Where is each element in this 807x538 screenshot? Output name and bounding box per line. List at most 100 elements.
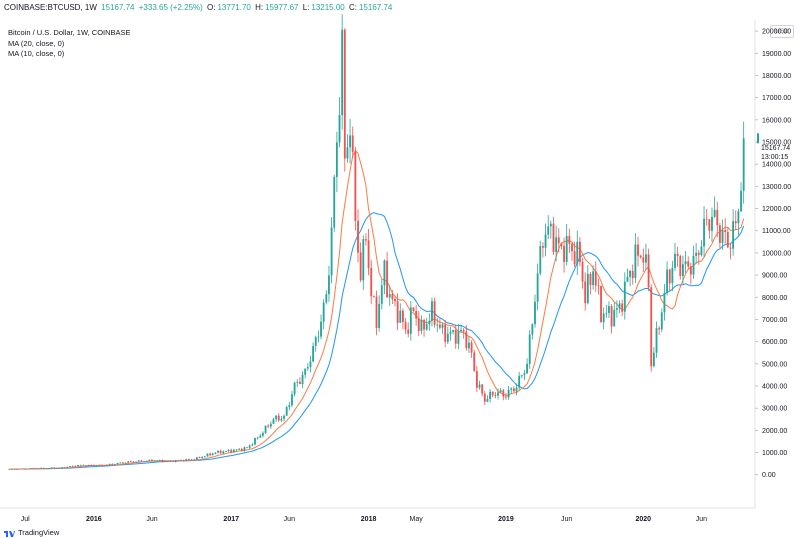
y-tick-label: 9000.00 [762,273,787,280]
candle [95,465,98,467]
candle [563,237,565,273]
candle [663,284,666,321]
candle [219,449,222,454]
candle-body [378,303,381,328]
candle-body [534,301,536,325]
candle [264,425,267,434]
candle-body [718,225,721,243]
candle [63,466,66,469]
candle-body [77,464,79,467]
tradingview-logo[interactable]: TradingView [4,528,59,537]
y-tick-label: 0.00 [762,472,776,479]
y-tick-label: 3000.00 [762,406,787,413]
candle-body [396,301,399,323]
candle [119,462,122,464]
candle [615,300,618,318]
candle-body [660,312,663,330]
candle-body [87,464,90,466]
legend-ma10[interactable]: MA (10, close, 0) [8,49,65,58]
candle [32,467,35,470]
candle [77,464,79,467]
candle-body [354,151,357,221]
candle-body [372,296,375,298]
candle-body [193,459,196,461]
candle-body [655,328,658,353]
candle [153,459,156,462]
candle-body [135,461,138,463]
candle-body [388,294,391,298]
candle-body [349,135,352,148]
candle [589,271,592,295]
candle [161,459,164,463]
candle [555,225,558,262]
chart-title[interactable]: Bitcoin / U.S. Dollar, 1W, COINBASE [8,28,131,37]
candle-body [547,226,550,235]
candle-body [375,296,378,328]
candle [164,460,167,463]
candle-body [230,449,233,453]
candle [261,431,264,438]
low-label: L: [302,3,310,12]
x-tick-label: 2017 [223,516,239,523]
candle [401,308,404,330]
candle-body [721,230,724,243]
candle [53,467,56,469]
candle-body [40,467,42,469]
candle-body [684,261,687,265]
candle [383,259,386,295]
candle [742,121,745,204]
candle-body [468,342,470,349]
candle [314,335,317,352]
candle [55,467,58,469]
y-tick-label: 7000.00 [762,317,787,324]
candle-body [180,460,182,462]
candle-body [92,465,95,466]
candle-body [528,334,531,364]
candle [203,455,206,458]
candle-body [465,331,468,349]
candle [497,388,499,400]
candle [188,458,190,461]
candle-body [671,267,674,284]
candle-body [256,437,259,439]
x-tick-label: 2020 [636,516,652,523]
currency-badge[interactable]: USD [770,25,794,38]
candle-body [21,468,24,470]
candle-body [666,269,668,293]
candle-body [415,311,418,319]
candle [684,250,687,274]
candle-body [132,461,135,463]
candle-body [523,373,526,376]
candle [370,259,373,305]
candle [269,421,272,429]
candle [462,328,465,339]
candle-body [600,285,602,323]
chart-legend: Bitcoin / U.S. Dollar, 1W, COINBASE MA (… [8,28,131,60]
candle [679,254,682,280]
candle-body [486,398,489,402]
candle [145,460,148,462]
candle-body [642,257,645,263]
candle-body [452,330,455,332]
candle [291,390,293,408]
candle-body [50,467,53,469]
candle-body [140,460,143,462]
legend-ma20[interactable]: MA (20, close, 0) [8,38,65,48]
symbol-label[interactable]: COINBASE:BTCUSD, 1W [4,3,97,12]
candle-body [555,237,558,252]
candle-body [584,281,587,304]
candle-body [137,460,140,462]
candle-body [164,461,167,462]
candle [92,464,95,466]
candle [618,300,621,314]
candle [718,222,721,250]
candle [367,228,370,276]
candle [248,444,251,450]
candle-body [248,445,251,448]
candle-body [497,392,499,396]
candle [600,285,602,323]
candle-body [320,321,322,337]
candle-body [111,463,114,465]
candle-body [106,464,108,466]
